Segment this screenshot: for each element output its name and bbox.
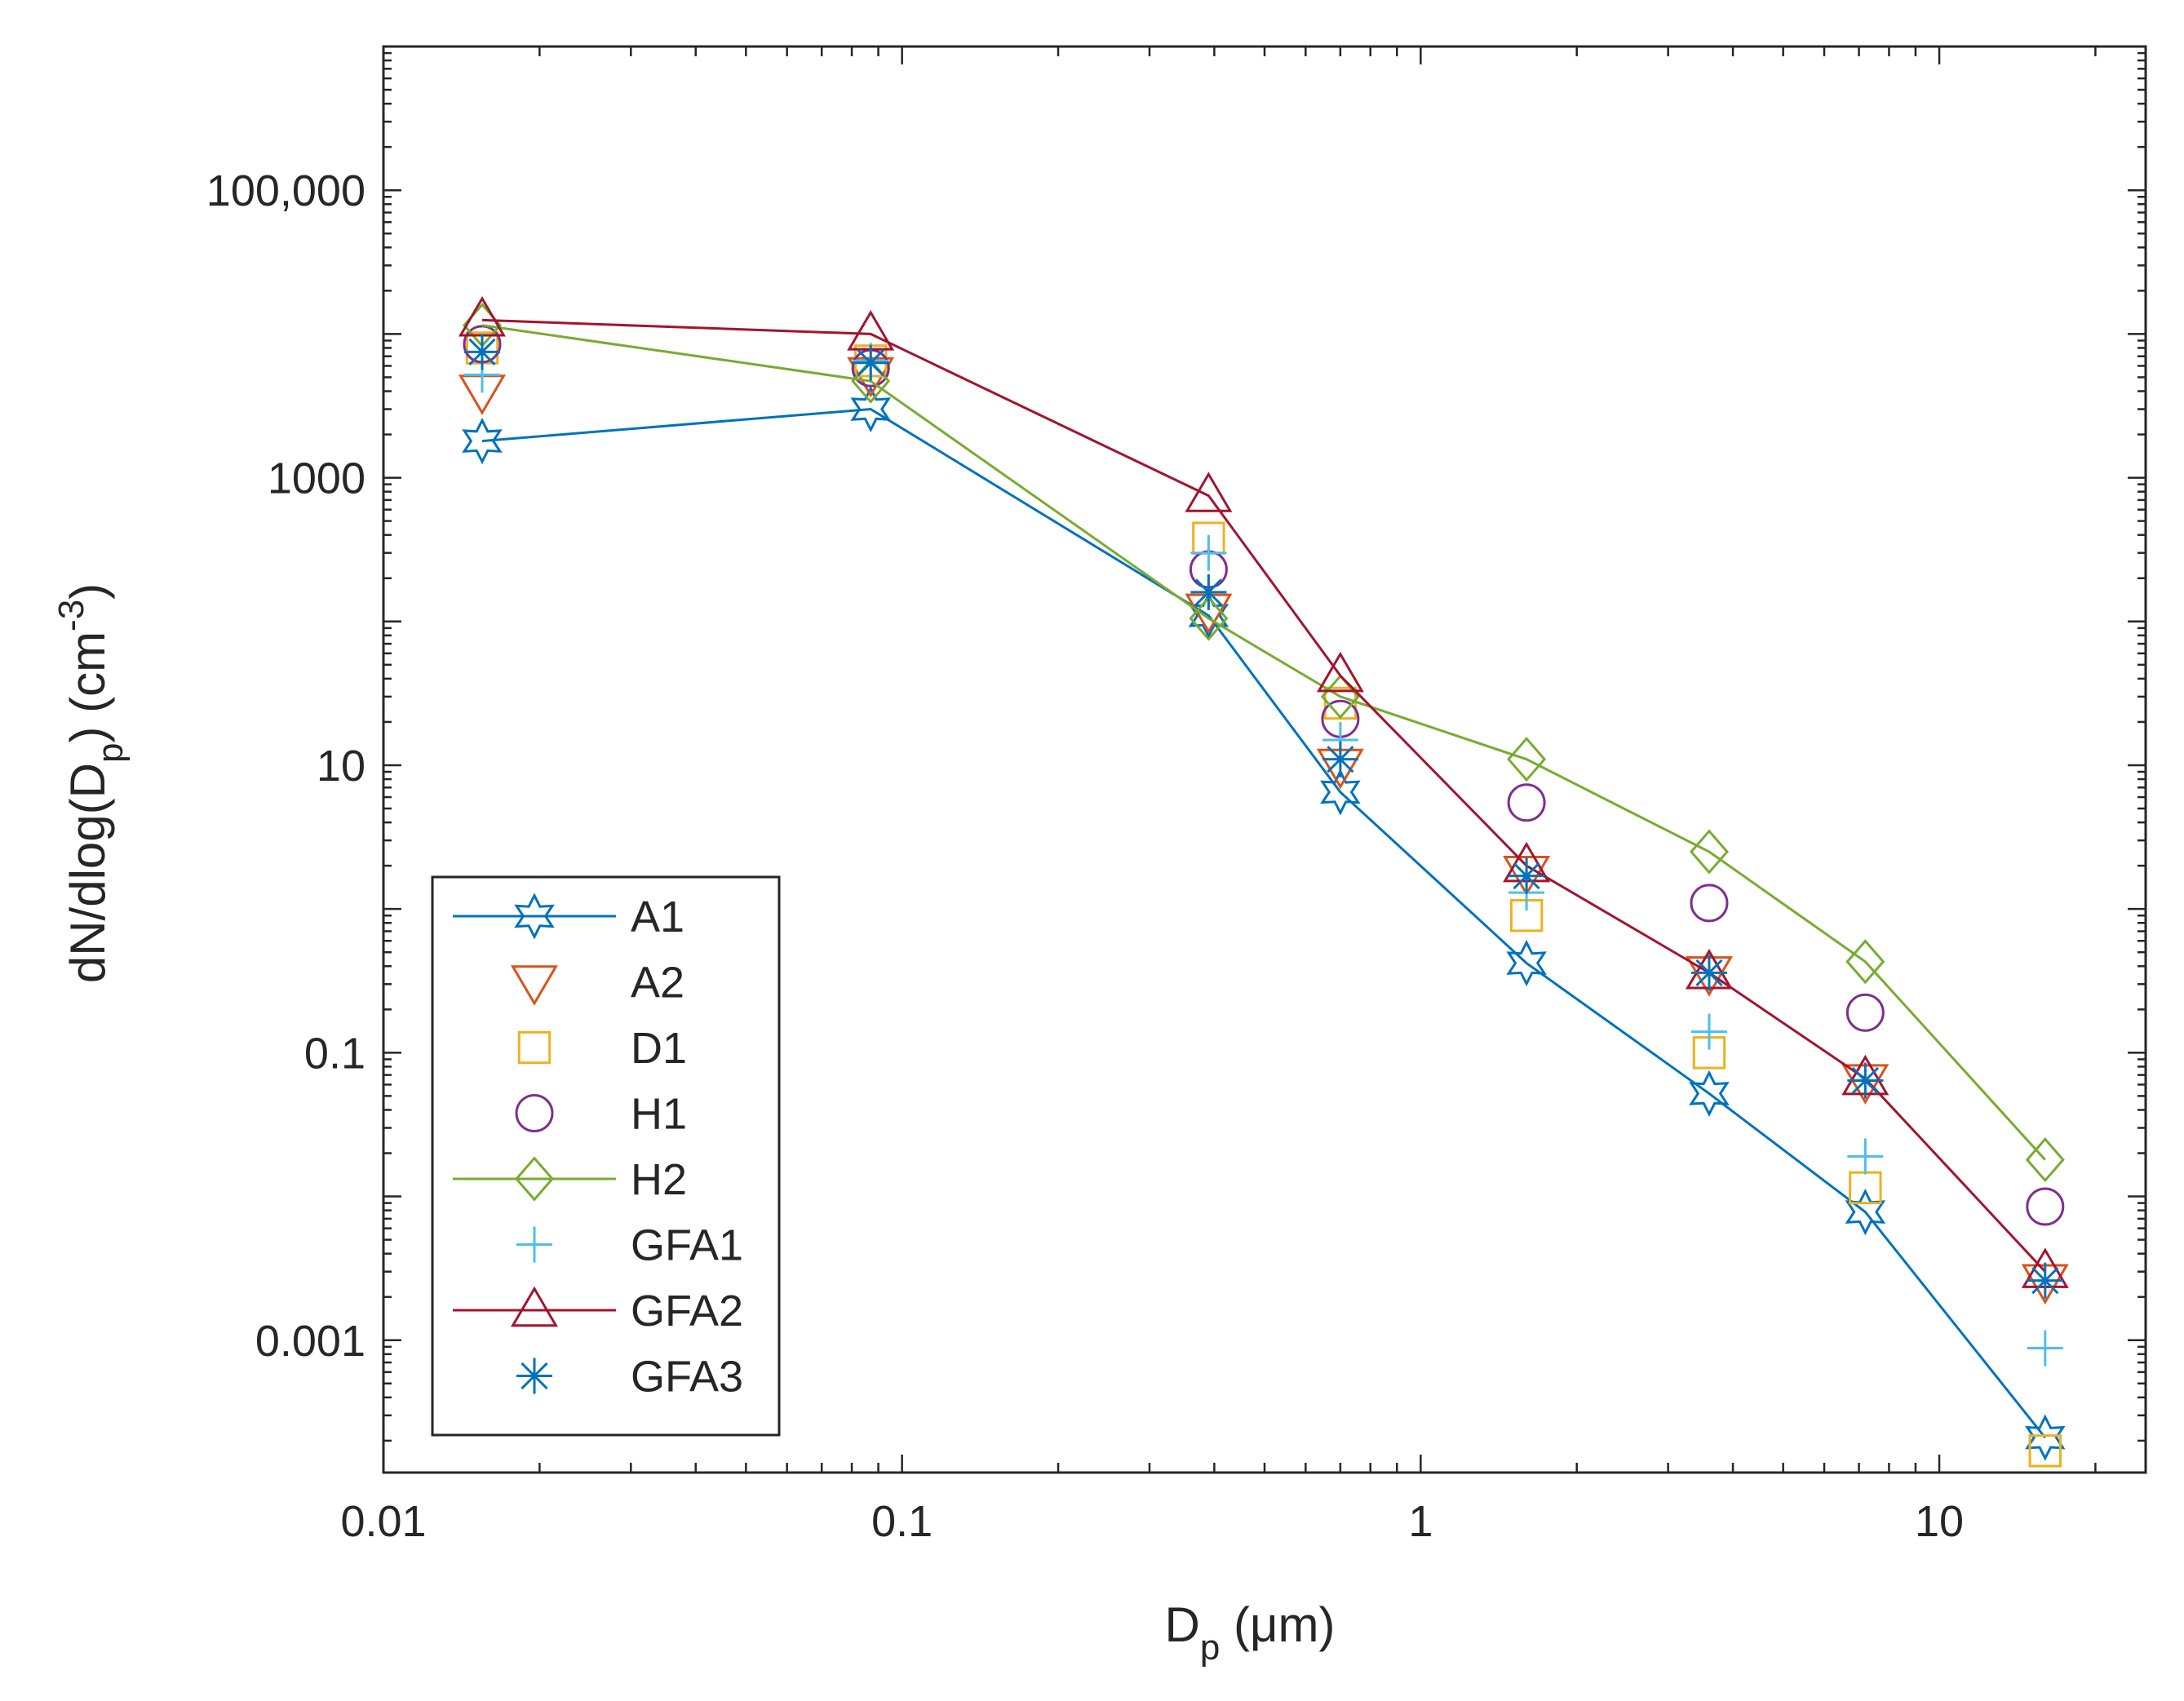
legend-marker bbox=[516, 1226, 552, 1263]
x-tick-label: 0.01 bbox=[340, 1497, 426, 1546]
data-point-a1 bbox=[1845, 1188, 1886, 1236]
data-point-h1 bbox=[1690, 884, 1729, 923]
legend-entry-d1: D1 bbox=[517, 1024, 687, 1073]
data-point-gfa3 bbox=[1690, 955, 1727, 991]
data-point-a1 bbox=[2025, 1414, 2066, 1461]
data-point-d1 bbox=[2028, 1434, 2062, 1468]
legend-label: A2 bbox=[631, 959, 684, 1008]
x-tick-label: 10 bbox=[1915, 1497, 1964, 1546]
legend-marker bbox=[515, 1094, 554, 1132]
data-point-h2 bbox=[1189, 596, 1229, 641]
data-point-a1 bbox=[1689, 1070, 1730, 1118]
data-point-a1 bbox=[1506, 939, 1547, 987]
x-axis: 0.01 0.1 1 10 bbox=[340, 47, 2097, 1546]
series-layer bbox=[458, 295, 2069, 1468]
legend-box bbox=[431, 875, 781, 1437]
data-point-a1 bbox=[850, 385, 892, 433]
data-point-gfa3 bbox=[1508, 857, 1545, 894]
legend-entry-h1: H1 bbox=[515, 1090, 687, 1139]
data-point-gfa3 bbox=[1190, 574, 1227, 610]
legend-entry-gfa2: GFA2 bbox=[453, 1286, 743, 1336]
series-a1 bbox=[462, 385, 2066, 1461]
data-point-gfa3 bbox=[2027, 1262, 2063, 1299]
data-point-gfa2 bbox=[1316, 651, 1364, 693]
data-point-h2 bbox=[1507, 737, 1547, 782]
legend-entry-h2: H2 bbox=[453, 1155, 687, 1204]
series-gfa3 bbox=[463, 334, 2063, 1299]
legend-label: GFA2 bbox=[631, 1287, 743, 1336]
y-tick-label: 0.1 bbox=[304, 1029, 365, 1078]
legend-label: H1 bbox=[631, 1090, 687, 1139]
series-line-gfa2 bbox=[481, 318, 2046, 1273]
y-tick-label: 100,000 bbox=[206, 166, 365, 215]
legend-marker bbox=[516, 1358, 552, 1394]
data-point-h1 bbox=[1845, 993, 1885, 1032]
legend-marker bbox=[510, 1286, 559, 1327]
legend-entry-a1: A1 bbox=[453, 893, 684, 941]
y-tick-label: 0.001 bbox=[255, 1317, 365, 1366]
y-axis-label: dN/dlog(Dp) (cm-3) bbox=[51, 583, 131, 983]
data-point-h2 bbox=[1690, 829, 1729, 875]
data-point-gfa2 bbox=[1185, 472, 1233, 512]
data-point-h2 bbox=[2025, 1136, 2065, 1183]
legend-entry-a2: A2 bbox=[510, 959, 684, 1008]
data-point-h1 bbox=[1507, 783, 1546, 822]
data-point-gfa3 bbox=[853, 344, 889, 381]
series-line-a1 bbox=[481, 407, 2046, 1439]
data-point-gfa3 bbox=[463, 334, 500, 370]
legend-marker bbox=[510, 965, 559, 1006]
y-tick-label: 10 bbox=[317, 742, 365, 791]
legend-label: A1 bbox=[631, 893, 684, 941]
data-point-gfa1 bbox=[1690, 1013, 1727, 1050]
legend-marker bbox=[515, 1156, 554, 1202]
y-axis: 0.001 0.1 10 1000 100,000 bbox=[206, 51, 2146, 1442]
series-line-h2 bbox=[481, 324, 2046, 1161]
data-point-gfa1 bbox=[1190, 534, 1227, 571]
legend-label: GFA1 bbox=[631, 1221, 743, 1270]
data-point-h2 bbox=[1845, 939, 1885, 985]
legend: A1 A2 D1 H1 H2 GFA1 GFA2 GFA3 bbox=[431, 875, 781, 1437]
x-axis-label: Dp (μm) bbox=[1164, 1597, 1335, 1668]
legend-marker bbox=[517, 1030, 552, 1065]
data-point-gfa3 bbox=[1322, 741, 1358, 777]
legend-marker bbox=[514, 893, 555, 940]
legend-label: H2 bbox=[631, 1155, 687, 1204]
legend-entry-gfa1: GFA1 bbox=[516, 1221, 743, 1270]
x-tick-label: 0.1 bbox=[871, 1497, 933, 1546]
x-tick-label: 1 bbox=[1408, 1497, 1433, 1546]
data-point-a1 bbox=[1320, 769, 1361, 816]
legend-entry-gfa3: GFA3 bbox=[516, 1353, 743, 1402]
y-tick-label: 1000 bbox=[268, 454, 365, 503]
legend-label: D1 bbox=[631, 1024, 687, 1073]
data-point-gfa1 bbox=[1847, 1138, 1884, 1175]
data-point-a1 bbox=[462, 417, 503, 465]
data-point-gfa3 bbox=[1847, 1062, 1884, 1099]
legend-label: GFA3 bbox=[631, 1353, 743, 1402]
data-point-gfa1 bbox=[2027, 1330, 2063, 1367]
data-point-h1 bbox=[2026, 1187, 2065, 1226]
